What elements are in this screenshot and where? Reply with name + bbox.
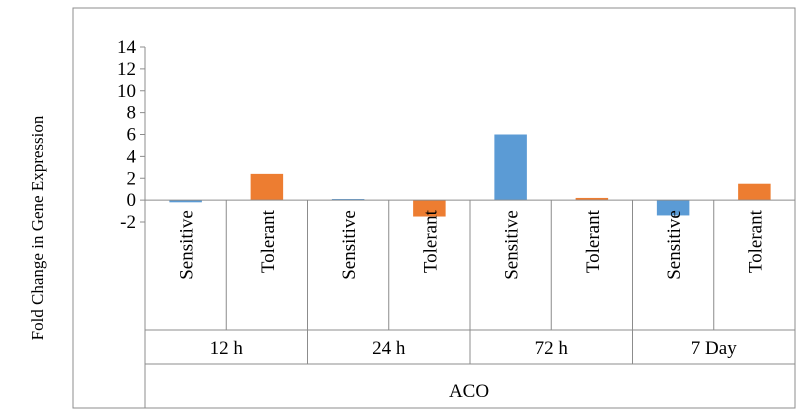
- y-tick-label: -2: [120, 212, 136, 233]
- bar-tolerant-3: [575, 197, 609, 201]
- bar-sensitive-3: [494, 134, 527, 201]
- y-tick-label: 14: [117, 37, 137, 58]
- y-tick-label: 10: [117, 81, 136, 102]
- category-label: Sensitive: [177, 210, 198, 280]
- category-labels: Sensitive Tolerant Sensitive Tolerant Sensit…: [177, 209, 767, 279]
- bars: [169, 134, 771, 217]
- category-label: Sensitive: [664, 210, 685, 280]
- bar-tolerant-2: [413, 200, 446, 217]
- bar-tolerant-1: [250, 173, 284, 201]
- y-tick-label: 2: [127, 168, 137, 189]
- outer-group-label: ACO: [449, 381, 489, 402]
- y-tick-label: 0: [127, 190, 137, 211]
- bar-sensitive-2: [331, 199, 365, 201]
- bar-sensitive-4: [656, 200, 690, 216]
- group-labels: 12 h 24 h 72 h 7 Day: [210, 338, 738, 359]
- y-tick-label: 8: [127, 103, 137, 124]
- y-tick-label: 6: [127, 125, 137, 146]
- group-label: 12 h: [210, 338, 244, 359]
- group-label: 24 h: [372, 338, 406, 359]
- grid-lines: [145, 200, 795, 365]
- group-label: 7 Day: [691, 338, 737, 359]
- bar-sensitive-1: [169, 200, 202, 203]
- y-tick-label: 4: [127, 146, 137, 167]
- group-label: 72 h: [535, 338, 569, 359]
- axes: [140, 46, 795, 408]
- category-label: Tolerant: [258, 209, 279, 273]
- y-axis-title: Fold Change in Gene Expression: [28, 115, 47, 340]
- category-label: Sensitive: [502, 210, 523, 280]
- bar-tolerant-4: [738, 183, 771, 201]
- category-label: Tolerant: [583, 209, 604, 273]
- category-label: Tolerant: [420, 209, 441, 273]
- y-tick-label: 12: [117, 59, 136, 80]
- category-label: Sensitive: [339, 210, 360, 280]
- category-label: Tolerant: [745, 209, 766, 273]
